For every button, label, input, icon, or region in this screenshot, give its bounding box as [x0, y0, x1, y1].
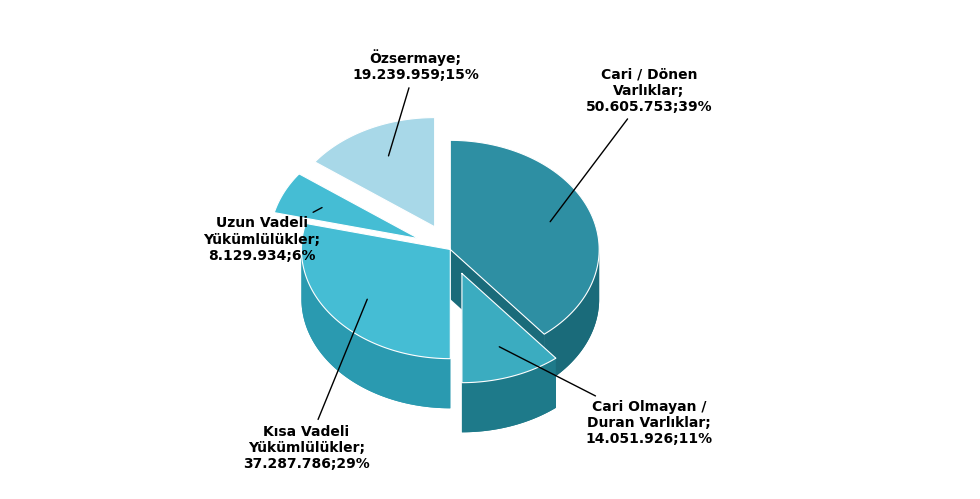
Polygon shape: [462, 273, 556, 408]
Polygon shape: [450, 140, 599, 334]
Polygon shape: [544, 251, 599, 384]
Text: Uzun Vadeli
Yükümlülükler;
8.129.934;6%: Uzun Vadeli Yükümlülükler; 8.129.934;6%: [203, 208, 322, 263]
Polygon shape: [462, 358, 556, 432]
Text: Cari / Dönen
Varlıklar;
50.605.753;39%: Cari / Dönen Varlıklar; 50.605.753;39%: [550, 67, 712, 222]
Polygon shape: [274, 174, 418, 239]
Polygon shape: [302, 251, 450, 408]
Text: Kısa Vadeli
Yükümlülükler;
37.287.786;29%: Kısa Vadeli Yükümlülükler; 37.287.786;29…: [243, 299, 369, 471]
Polygon shape: [462, 358, 556, 432]
Polygon shape: [462, 273, 556, 383]
Polygon shape: [302, 251, 450, 408]
Polygon shape: [450, 250, 544, 384]
Polygon shape: [315, 118, 435, 227]
Text: Cari Olmayan /
Duran Varlıklar;
14.051.926;11%: Cari Olmayan / Duran Varlıklar; 14.051.9…: [499, 347, 712, 447]
Polygon shape: [302, 224, 450, 359]
Polygon shape: [544, 251, 599, 384]
Text: Özsermaye;
19.239.959;15%: Özsermaye; 19.239.959;15%: [352, 49, 479, 156]
